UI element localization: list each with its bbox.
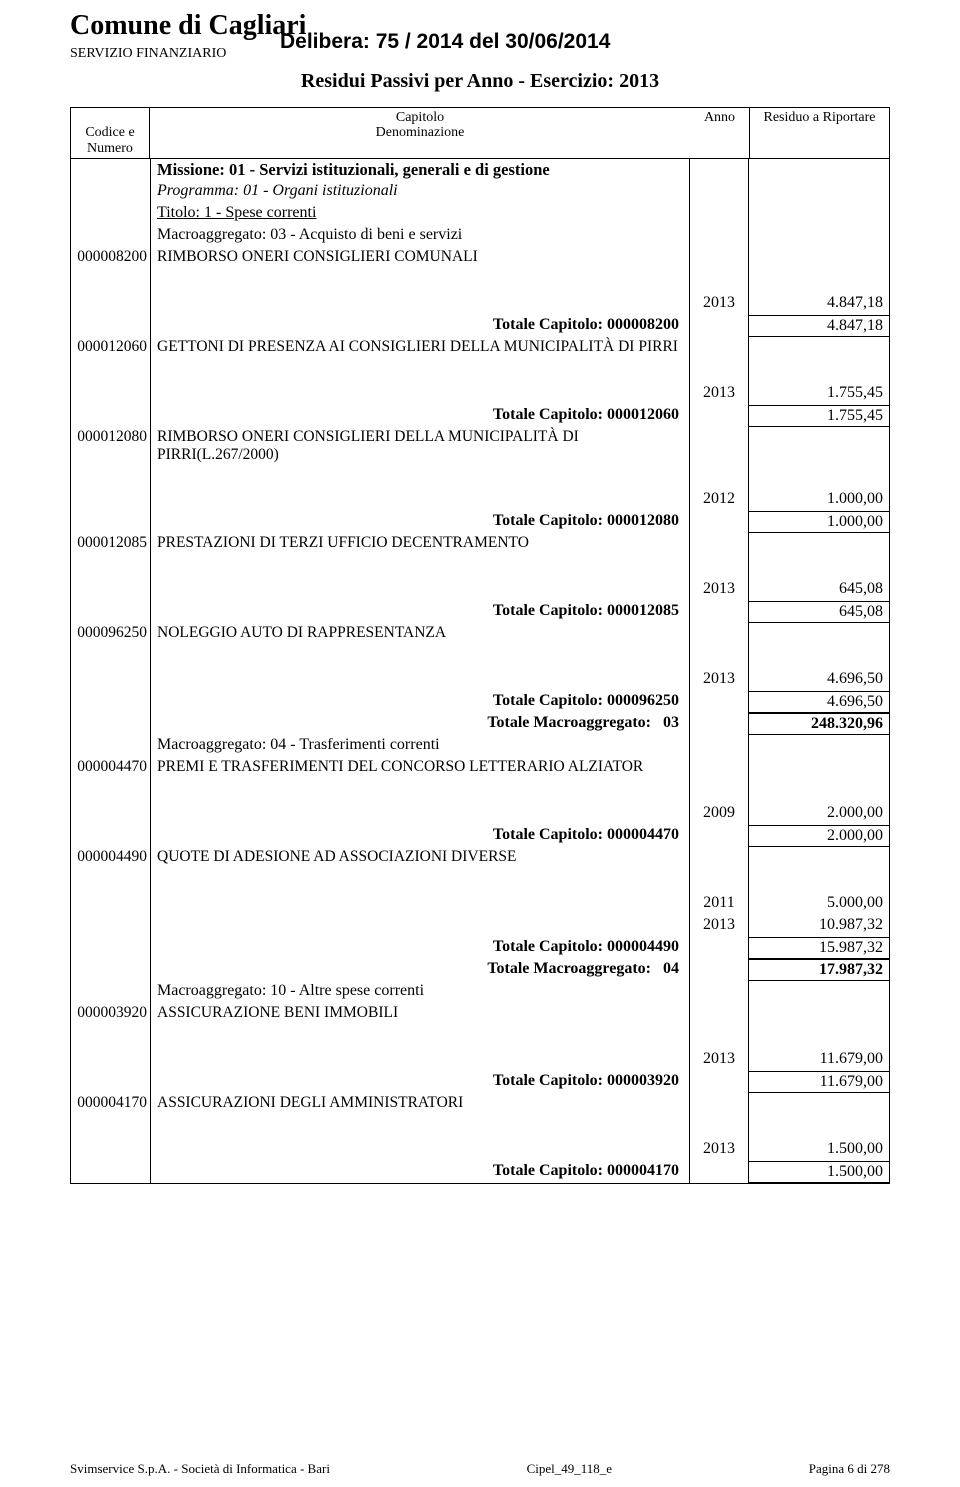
total-capitolo-amount: 4.847,18 <box>749 315 889 337</box>
total-macro-amount: 248.320,96 <box>749 713 889 735</box>
col-capitolo: Capitolo <box>154 110 686 125</box>
col-anno: Anno <box>690 107 750 159</box>
chapter-name: PRESTAZIONI DI TERZI UFFICIO DECENTRAMEN… <box>151 533 689 555</box>
amount-cell: 2.000,00 <box>749 803 889 825</box>
total-capitolo-label: Totale Capitolo: <box>493 406 603 423</box>
year-cell: 2013 <box>689 383 749 405</box>
program-line: Programma: 01 - Organi istituzionali <box>151 181 689 203</box>
year-cell: 2013 <box>689 579 749 601</box>
total-macro-code: 03 <box>663 714 679 731</box>
chapter-name: PREMI E TRASFERIMENTI DEL CONCORSO LETTE… <box>151 757 689 779</box>
total-capitolo-code: 000004490 <box>607 938 679 955</box>
macro-03-line: Macroaggregato: 03 - Acquisto di beni e … <box>151 225 689 247</box>
total-capitolo-code: 000004170 <box>607 1162 679 1179</box>
macro-04-line: Macroaggregato: 04 - Trasferimenti corre… <box>151 735 689 757</box>
total-capitolo-label: Totale Capitolo: <box>493 692 603 709</box>
table-body: Missione: 01 - Servizi istituzionali, ge… <box>70 159 890 1184</box>
total-capitolo-label: Totale Capitolo: <box>493 826 603 843</box>
chapter-code: 000012060 <box>71 337 151 359</box>
amount-cell: 1.000,00 <box>749 489 889 511</box>
amount-cell: 4.847,18 <box>749 293 889 315</box>
total-macro-label: Totale Macroaggregato: <box>487 714 651 731</box>
table-header: Codice e Numero Capitolo Denominazione A… <box>70 107 890 159</box>
year-cell: 2011 <box>689 893 749 915</box>
total-capitolo-amount: 15.987,32 <box>749 937 889 959</box>
header-delibera: Delibera: 75 / 2014 del 30/06/2014 <box>280 30 610 54</box>
year-cell: 2013 <box>689 293 749 315</box>
year-cell: 2013 <box>689 1139 749 1161</box>
amount-cell: 5.000,00 <box>749 893 889 915</box>
total-capitolo-code: 000003920 <box>607 1072 679 1089</box>
col-denominazione: Denominazione <box>154 125 686 140</box>
footer-left: Svimservice S.p.A. - Società di Informat… <box>70 1461 330 1477</box>
chapter-code: 000004170 <box>71 1093 151 1115</box>
amount-cell: 645,08 <box>749 579 889 601</box>
col-capitolo-spacer <box>75 110 145 125</box>
chapter-name: NOLEGGIO AUTO DI RAPPRESENTANZA <box>151 623 689 645</box>
macro-10-line: Macroaggregato: 10 - Altre spese corrent… <box>151 981 689 1003</box>
col-mid: Capitolo Denominazione <box>150 107 690 159</box>
year-cell: 2013 <box>689 669 749 691</box>
col-residuo: Residuo a Riportare <box>750 107 890 159</box>
amount-cell: 4.696,50 <box>749 669 889 691</box>
chapter-code: 000096250 <box>71 623 151 645</box>
chapter-code: 000012080 <box>71 427 151 465</box>
year-cell: 2013 <box>689 915 749 937</box>
total-capitolo-code: 000012085 <box>607 602 679 619</box>
year-cell: 2013 <box>689 1049 749 1071</box>
col-codice-1: Codice e <box>75 125 145 140</box>
chapter-code: 000008200 <box>71 247 151 269</box>
footer-mid: Cipel_49_118_e <box>527 1461 612 1477</box>
col-codice-2: Numero <box>75 141 145 156</box>
chapter-name: ASSICURAZIONI DEGLI AMMINISTRATORI <box>151 1093 689 1115</box>
total-capitolo-label: Totale Capitolo: <box>493 316 603 333</box>
total-capitolo-label: Totale Capitolo: <box>493 1072 603 1089</box>
total-capitolo-amount: 1.000,00 <box>749 511 889 533</box>
titolo-line: Titolo: 1 - Spese correnti <box>151 203 689 225</box>
chapter-code: 000003920 <box>71 1003 151 1025</box>
chapter-name: QUOTE DI ADESIONE AD ASSOCIAZIONI DIVERS… <box>151 847 689 869</box>
chapter-name: ASSICURAZIONE BENI IMMOBILI <box>151 1003 689 1025</box>
total-capitolo-label: Totale Capitolo: <box>493 938 603 955</box>
total-capitolo-label: Totale Capitolo: <box>493 602 603 619</box>
total-capitolo-code: 000004470 <box>607 826 679 843</box>
chapter-code: 000004490 <box>71 847 151 869</box>
mission-line: Missione: 01 - Servizi istituzionali, ge… <box>151 159 689 181</box>
footer-right: Pagina 6 di 278 <box>809 1461 890 1477</box>
total-macro-amount: 17.987,32 <box>749 959 889 981</box>
chapter-name: GETTONI DI PRESENZA AI CONSIGLIERI DELLA… <box>151 337 689 359</box>
total-capitolo-code: 000008200 <box>607 316 679 333</box>
total-capitolo-amount: 1.500,00 <box>749 1161 889 1183</box>
total-capitolo-code: 000012060 <box>607 406 679 423</box>
amount-cell: 10.987,32 <box>749 915 889 937</box>
total-capitolo-amount: 1.755,45 <box>749 405 889 427</box>
chapter-code: 000012085 <box>71 533 151 555</box>
amount-cell: 1.500,00 <box>749 1139 889 1161</box>
amount-cell: 1.755,45 <box>749 383 889 405</box>
total-capitolo-code: 000096250 <box>607 692 679 709</box>
col-codice: Codice e Numero <box>70 107 150 159</box>
total-capitolo-amount: 4.696,50 <box>749 691 889 713</box>
report-title: Residui Passivi per Anno - Esercizio: 20… <box>70 70 890 93</box>
year-cell: 2012 <box>689 489 749 511</box>
total-capitolo-amount: 645,08 <box>749 601 889 623</box>
total-macro-label: Totale Macroaggregato: <box>487 960 651 977</box>
total-capitolo-label: Totale Capitolo: <box>493 512 603 529</box>
year-cell: 2009 <box>689 803 749 825</box>
total-macro-code: 04 <box>663 960 679 977</box>
total-capitolo-label: Totale Capitolo: <box>493 1162 603 1179</box>
total-capitolo-amount: 11.679,00 <box>749 1071 889 1093</box>
chapter-name: RIMBORSO ONERI CONSIGLIERI DELLA MUNICIP… <box>151 427 689 465</box>
chapter-name: RIMBORSO ONERI CONSIGLIERI COMUNALI <box>151 247 689 269</box>
total-capitolo-amount: 2.000,00 <box>749 825 889 847</box>
chapter-code: 000004470 <box>71 757 151 779</box>
page-footer: Svimservice S.p.A. - Società di Informat… <box>70 1461 890 1477</box>
amount-cell: 11.679,00 <box>749 1049 889 1071</box>
total-capitolo-code: 000012080 <box>607 512 679 529</box>
